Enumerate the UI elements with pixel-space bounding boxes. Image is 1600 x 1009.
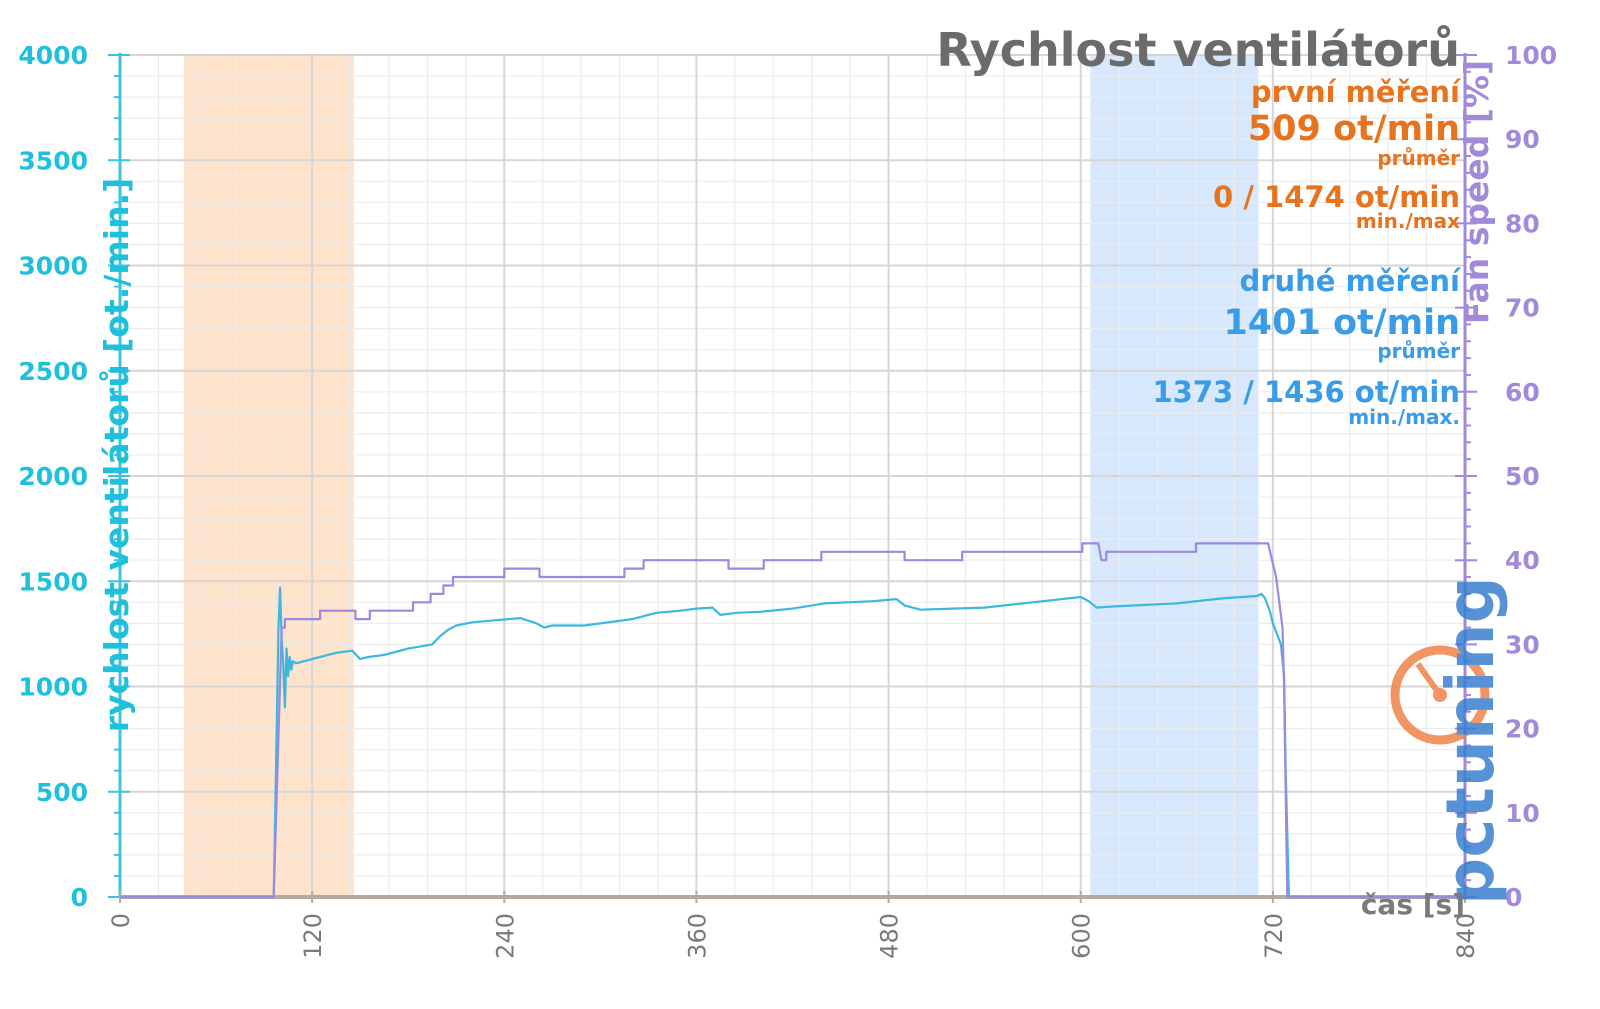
y-right-tick-label: 40 [1505,546,1540,575]
watermark-text: pctuning [1432,576,1509,905]
first-minmax: 0 / 1474 ot/min [1213,180,1460,214]
y-left-tick-label: 3000 [18,252,88,281]
first-avg-label: průměr [1377,146,1460,170]
first-minmax-label: min./max [1356,209,1460,233]
x-tick-label: 720 [1260,913,1288,959]
x-tick-label: 480 [876,913,904,959]
series-lines [120,542,1473,899]
x-tick-label: 0 [107,913,135,928]
y-right-tick-label: 50 [1505,462,1540,491]
y-left-tick-label: 2000 [18,462,88,491]
y-right-tick-label: 70 [1505,294,1540,323]
y-left-label: rychlost ventilátorů [ot./min.] [97,178,136,732]
y-right-tick-label: 90 [1505,125,1540,154]
y-left-tick-label: 0 [71,883,88,912]
y-left-tick-label: 1500 [18,567,88,596]
x-tick-label: 120 [299,913,327,959]
y-right-tick-label: 30 [1505,630,1540,659]
y-right-tick-label: 100 [1505,41,1557,70]
x-tick-label: 600 [1068,913,1096,959]
second-avg: 1401 ot/min [1223,303,1460,343]
y-left-tick-label: 2500 [18,357,88,386]
series-fan-speed-percent [120,542,1473,899]
y-right-tick-label: 0 [1505,883,1522,912]
axes [108,53,1477,903]
second-avg-label: průměr [1377,339,1460,363]
second-label: druhé měření [1239,264,1462,298]
y-left-tick-label: 4000 [18,41,88,70]
x-tick-label: 360 [683,913,711,959]
second-minmax-label: min./max. [1348,405,1460,429]
y-left-tick-label: 1000 [18,673,88,702]
y-right-tick-label: 60 [1505,378,1540,407]
tick-labels: 0500100015002000250030003500400001020304… [18,41,1557,959]
x-tick-label: 840 [1452,913,1480,959]
first-label: první měření [1251,75,1462,109]
first-measurement-annotation: první měření 509 ot/min průměr 0 / 1474 … [1213,75,1462,233]
pctuning-logo: pctuning [1390,576,1509,905]
chart-title: Rychlost ventilátorů [936,23,1460,77]
y-left-tick-label: 500 [36,778,88,807]
y-left-tick-label: 3500 [18,146,88,175]
first-avg: 509 ot/min [1248,109,1460,149]
second-minmax: 1373 / 1436 ot/min [1153,375,1461,409]
y-right-label: Fan speed [%] [1457,60,1496,324]
y-right-tick-label: 10 [1505,799,1540,828]
second-measurement-annotation: druhé měření 1401 ot/min průměr 1373 / 1… [1153,264,1463,429]
x-label: čas [s] [1361,888,1465,921]
y-right-tick-label: 20 [1505,715,1540,744]
y-right-tick-label: 80 [1505,209,1540,238]
x-tick-label: 240 [491,913,519,959]
series-fan-rpm [120,586,1473,899]
